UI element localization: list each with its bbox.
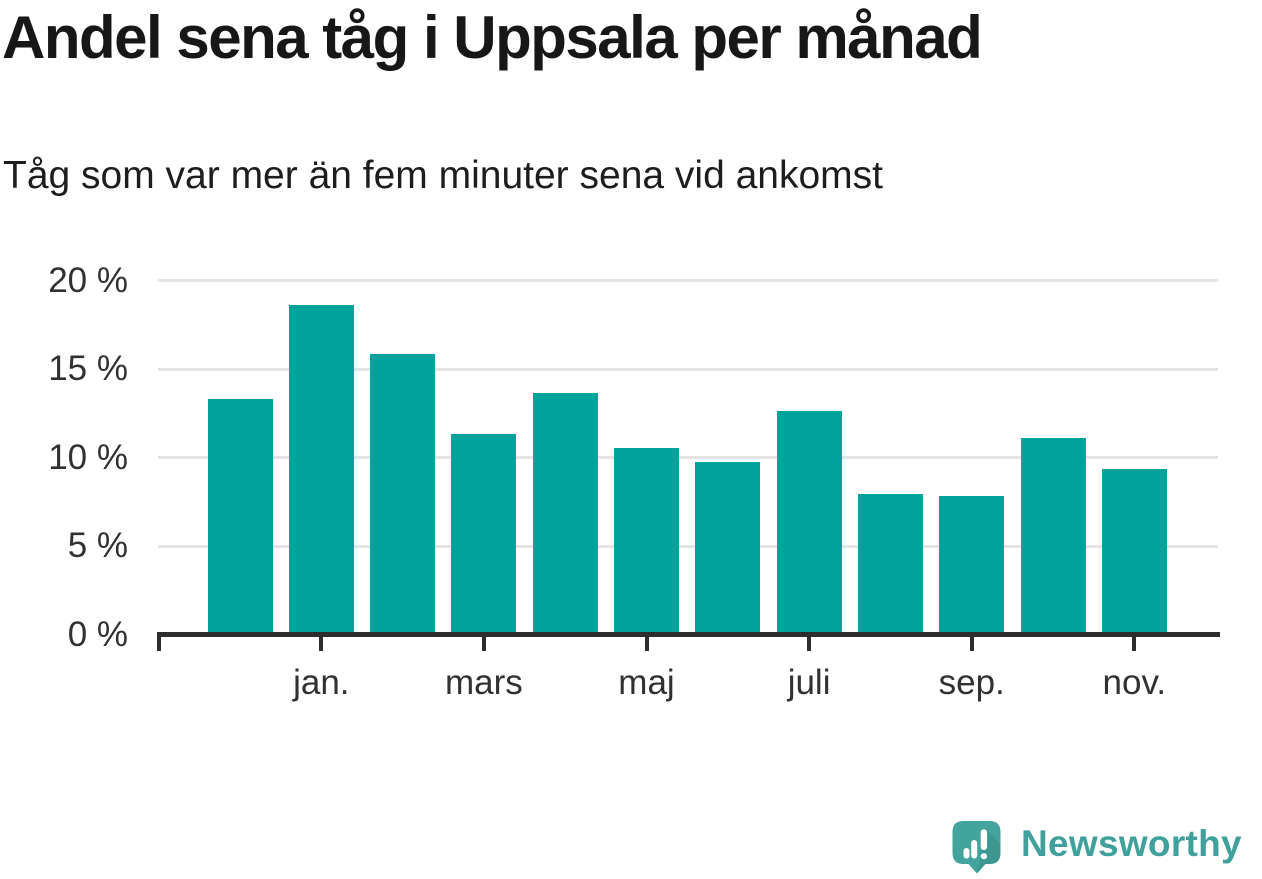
x-axis-tick [644,637,649,651]
x-axis-tick [1132,637,1137,651]
x-axis-tick-label: sep. [938,663,1005,702]
bar [532,393,598,632]
y-axis-tick-label: 10 % [48,437,128,477]
bar [288,304,354,632]
x-axis-tick-label: mars [445,663,523,702]
y-axis-tick-label: 5 % [67,526,128,565]
bar [207,398,273,632]
x-axis-tick [319,637,324,651]
chart-title: Andel sena tåg i Uppsala per månad [2,4,983,71]
newsworthy-logo: Newsworthy [952,821,1242,873]
gridline [158,367,1218,371]
bar [451,433,517,632]
x-axis-tick [969,637,974,651]
x-axis-tick [481,637,486,651]
x-axis-tick [157,637,161,651]
chart-subtitle: Tåg som var mer än fem minuter sena vid … [3,154,883,197]
x-axis-tick-label: juli [787,663,831,702]
newsworthy-speech-bubble-chart-icon [952,821,1001,873]
x-axis-line [157,632,1220,637]
x-axis-tick [807,637,812,651]
y-axis-tick-label: 20 % [48,260,128,300]
brand-name: Newsworthy [1021,823,1242,864]
x-axis-tick-label: nov. [1102,663,1167,702]
x-axis-tick-label: jan. [293,663,350,702]
bar [1101,469,1167,632]
gridline [158,456,1218,459]
gridline [158,279,1218,282]
bar [776,411,842,632]
bar [695,462,761,632]
gridline [158,544,1218,548]
bar [939,495,1005,632]
bar [1020,437,1086,632]
y-axis-tick-label: 0 % [67,614,128,654]
x-axis-tick-label: maj [618,663,675,702]
bar [370,354,436,632]
bar [614,448,679,632]
y-axis-tick-label: 15 % [48,349,128,388]
bar [857,494,923,632]
